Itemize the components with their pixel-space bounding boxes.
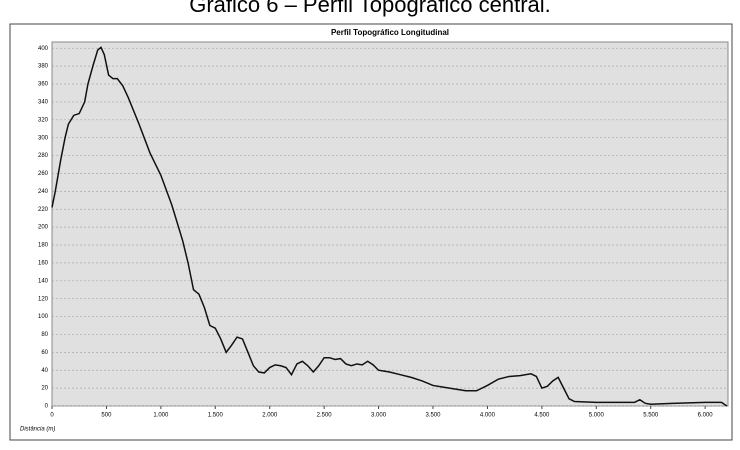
y-tick-label: 100 — [38, 314, 49, 320]
y-tick-label: 240 — [38, 189, 49, 195]
y-tick-label: 300 — [38, 135, 49, 141]
y-tick-label: 400 — [38, 46, 49, 52]
y-tick-label: 260 — [38, 171, 49, 177]
chart-title: Perfil Topográfico Longitudinal — [331, 28, 449, 37]
x-tick-label: 5.500 — [643, 413, 659, 419]
y-tick-label: 140 — [38, 278, 49, 284]
x-axis-label: Distância (m) — [20, 427, 55, 433]
y-tick-label: 220 — [38, 207, 49, 213]
y-tick-label: 120 — [38, 296, 49, 302]
x-tick-label: 500 — [101, 413, 112, 419]
y-tick-label: 380 — [38, 64, 49, 70]
y-tick-label: 60 — [41, 350, 48, 356]
x-tick-label: 0 — [50, 413, 54, 419]
x-tick-label: 4.500 — [534, 413, 550, 419]
y-tick-label: 160 — [38, 260, 49, 266]
y-tick-label: 0 — [45, 404, 49, 410]
y-tick-label: 360 — [38, 82, 49, 88]
y-tick-label: 280 — [38, 153, 49, 159]
x-tick-label: 1.500 — [208, 413, 224, 419]
x-tick-label: 3.500 — [425, 413, 441, 419]
x-tick-label: 2.500 — [317, 413, 333, 419]
profile-line — [51, 46, 728, 407]
y-tick-label: 20 — [41, 386, 48, 392]
y-tick-label: 80 — [41, 332, 48, 338]
plot-area — [51, 41, 729, 407]
y-tick-label: 320 — [38, 117, 49, 123]
y-tick-label: 200 — [38, 225, 49, 231]
x-tick-label: 2.000 — [262, 413, 278, 419]
x-tick-label: 1.000 — [153, 413, 169, 419]
y-tick-label: 180 — [38, 243, 49, 249]
caption: Gráfico 6 – Perfil Topográfico central. — [189, 0, 551, 17]
x-tick-label: 4.000 — [480, 413, 496, 419]
y-tick-label: 40 — [41, 368, 48, 374]
y-tick-label: 340 — [38, 99, 49, 105]
x-tick-label: 5.000 — [589, 413, 605, 419]
x-tick-label: 3.000 — [371, 413, 387, 419]
x-tick-label: 6.000 — [698, 413, 714, 419]
